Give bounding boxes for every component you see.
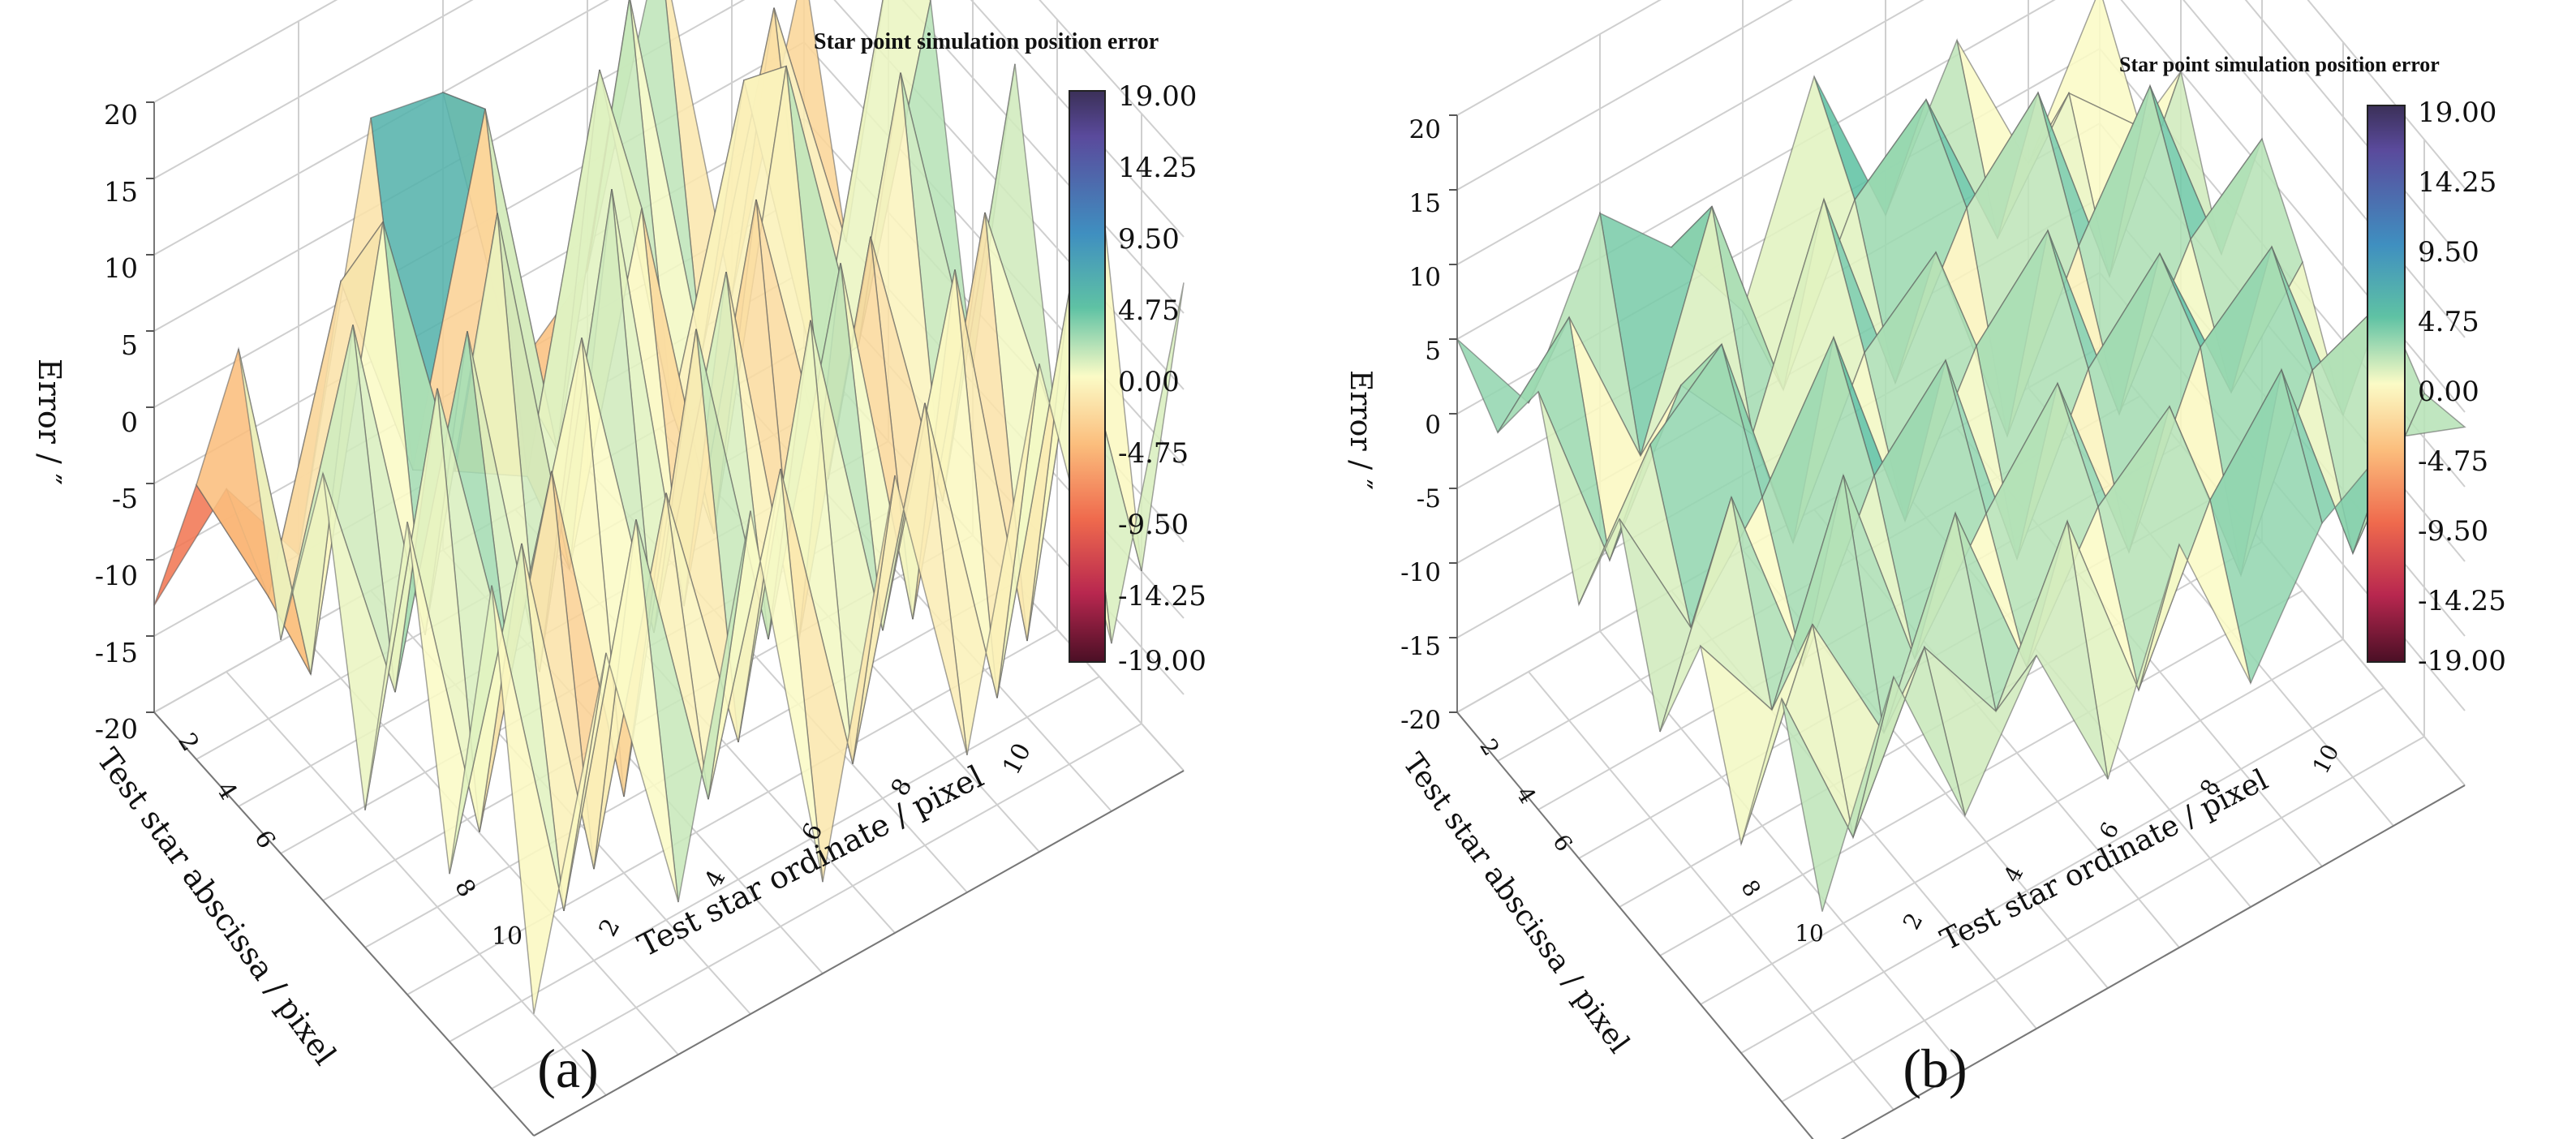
x-tick: 2 xyxy=(172,729,204,757)
floor-grid-line xyxy=(226,671,607,1096)
chart-title-b: Star point simulation position error xyxy=(2119,53,2440,76)
z-tick: -15 xyxy=(1400,632,1441,661)
colorbar-tick: -14.25 xyxy=(1118,580,1206,612)
floor-grid-line xyxy=(1528,671,1894,1111)
panel-b: 20 15 10 5 0 -5 -10 -15 -20 Error / ″ 2 … xyxy=(1344,0,2506,1139)
colorbar-tick: 9.50 xyxy=(2418,236,2479,269)
surface-patch xyxy=(1781,677,1894,912)
floor-grid-line xyxy=(406,629,1058,995)
colorbar-tick: -4.75 xyxy=(2418,445,2488,478)
floor-grid-line xyxy=(1781,736,2425,1102)
z-tick: 10 xyxy=(104,252,138,284)
x-tick: 4 xyxy=(1511,782,1541,809)
colorbar-tick: -4.75 xyxy=(1118,437,1189,470)
colorbar-tick: 4.75 xyxy=(2418,306,2479,338)
z-tick: -20 xyxy=(1400,706,1441,735)
colorbar-tick: 0.00 xyxy=(2418,376,2479,408)
panel-label-b: (b) xyxy=(1903,1038,1967,1099)
z-tick: 0 xyxy=(121,406,138,438)
surface-patch xyxy=(491,585,607,1014)
colorbar-b: 19.00 14.25 9.50 4.75 0.00 -4.75 -9.50 -… xyxy=(2367,97,2506,677)
y-tick: 10 xyxy=(2307,740,2345,778)
x-axis-line xyxy=(1456,711,1814,1139)
colorbar-tick: 9.50 xyxy=(1118,223,1180,256)
y-axis-line xyxy=(533,770,1185,1137)
colorbar-tick: 14.25 xyxy=(1118,152,1197,184)
colorbar-tick: -19.00 xyxy=(1118,645,1206,677)
colorbar-tick: 4.75 xyxy=(1118,294,1180,327)
y-tick: 10 xyxy=(997,738,1037,779)
colorbar-bar xyxy=(2367,105,2406,663)
floor-grid-line xyxy=(449,676,1100,1042)
z-tick: -5 xyxy=(112,483,138,514)
z-tick: -15 xyxy=(95,637,138,668)
floor-grid-line xyxy=(1740,687,2385,1054)
z-tick: -10 xyxy=(95,560,138,591)
colorbar-tick: 19.00 xyxy=(1118,80,1197,113)
y-tick: 2 xyxy=(1898,909,1929,934)
colorbar-bar xyxy=(1069,90,1106,663)
z-tick: 10 xyxy=(1409,263,1441,292)
z-tick: -20 xyxy=(95,713,138,745)
floor-grid-line xyxy=(1700,638,2344,1005)
colorbar-tick: -19.00 xyxy=(2418,645,2506,677)
chart-title-a: Star point simulation position error xyxy=(814,29,1159,54)
x-tick: 6 xyxy=(248,826,281,854)
z-tick: 20 xyxy=(104,99,138,131)
z-ticks-a: 20 15 10 5 0 -5 -10 -15 -20 xyxy=(95,99,138,745)
z-tick: 15 xyxy=(1409,189,1441,218)
colorbar-tick: -9.50 xyxy=(2418,515,2488,548)
z-ticks-b: 20 15 10 5 0 -5 -10 -15 -20 xyxy=(1400,115,1441,735)
panel-a: 20 15 10 5 0 -5 -10 -15 -20 Error / ″ 2 … xyxy=(32,0,1206,1137)
y-axis-label-b: Test star ordinate / pixel xyxy=(1935,763,2273,957)
z-axis-label-a: Error / ″ xyxy=(32,359,67,485)
panel-label-a: (a) xyxy=(537,1038,598,1099)
y-tick: 2 xyxy=(594,914,626,941)
surface-a xyxy=(153,0,1185,1014)
z-tick: 5 xyxy=(1425,337,1441,366)
floor-grid-line xyxy=(491,723,1142,1090)
colorbar-tick: 0.00 xyxy=(1118,366,1180,398)
colorbar-tick: -14.25 xyxy=(2418,585,2506,617)
colorbar-tick: 14.25 xyxy=(2418,166,2496,199)
z-tick: -5 xyxy=(1417,484,1441,514)
y-axis-line xyxy=(1840,784,2466,1139)
surface-b xyxy=(1456,0,2466,912)
z-tick: 5 xyxy=(121,329,138,361)
colorbar-tick: -9.50 xyxy=(1118,509,1189,541)
z-tick: -10 xyxy=(1400,558,1441,587)
x-tick: 10 xyxy=(492,922,523,951)
z-tick: 0 xyxy=(1425,410,1441,440)
colorbar-a: 19.00 14.25 9.50 4.75 0.00 -4.75 -9.50 -… xyxy=(1069,80,1206,677)
x-axis-line xyxy=(153,711,535,1137)
x-tick: 10 xyxy=(1795,920,1824,947)
colorbar-tick: 19.00 xyxy=(2418,97,2496,129)
z-tick: 15 xyxy=(104,176,138,208)
z-axis-label-b: Error / ″ xyxy=(1344,370,1377,490)
z-tick: 20 xyxy=(1409,115,1441,144)
